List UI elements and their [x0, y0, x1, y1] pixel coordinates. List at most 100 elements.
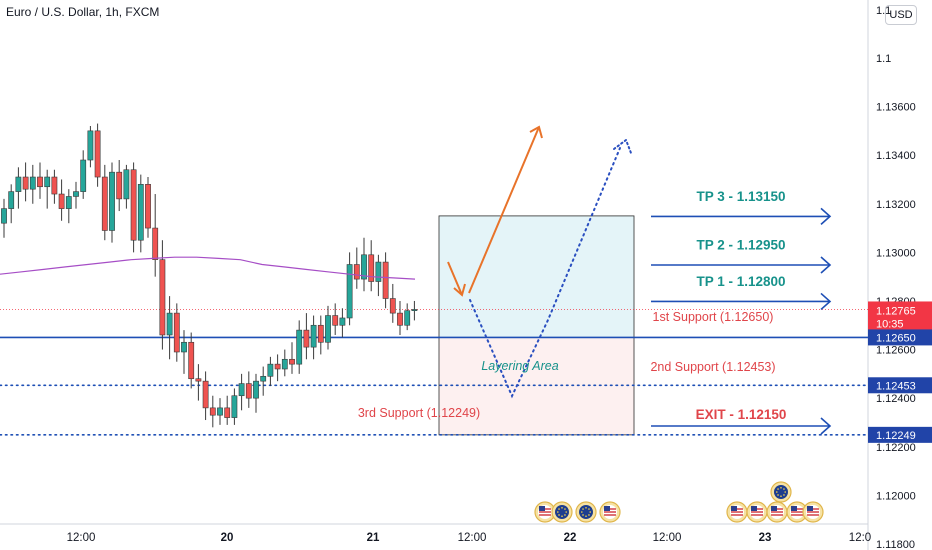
flag-star — [589, 511, 591, 513]
candle-body — [137, 184, 144, 241]
y-tick-label: 1.13600 — [876, 102, 916, 114]
candle — [346, 252, 353, 326]
flag-canton — [751, 506, 757, 511]
candle-body — [109, 171, 115, 231]
candle — [310, 315, 317, 360]
y-tick-label: 1.13400 — [876, 150, 916, 162]
y-tick-label: 1.12200 — [876, 442, 916, 454]
candle-body — [80, 159, 87, 192]
candle — [58, 179, 65, 221]
price-axis[interactable]: 1.118001.120001.122001.124001.126001.128… — [868, 5, 932, 550]
candle — [289, 342, 295, 374]
flag-star — [564, 514, 566, 516]
y-tick-label-top: 1.1 — [876, 5, 891, 17]
candle-body — [209, 407, 216, 416]
flag-canton — [539, 506, 545, 511]
us-flag-icon — [534, 501, 556, 523]
candle — [332, 303, 339, 335]
candle-body — [58, 193, 65, 209]
candle-body — [87, 130, 94, 161]
candle-body — [1, 208, 7, 224]
flag-star — [557, 511, 559, 513]
candle-body — [289, 358, 295, 365]
candle — [260, 366, 267, 396]
support-label-2: 2nd Support (1.12453) — [650, 360, 775, 374]
candle — [123, 164, 130, 209]
candle — [159, 240, 166, 350]
candle — [361, 237, 367, 292]
trade-annotations — [447, 125, 632, 399]
candle-body — [224, 407, 231, 418]
flag-star — [564, 508, 566, 510]
candle — [1, 198, 7, 238]
candle — [80, 150, 87, 199]
projected-path — [469, 147, 621, 399]
target-arrow-head — [820, 292, 832, 311]
candle — [65, 189, 72, 224]
y-tick-label: 1.12000 — [876, 490, 916, 502]
candle-body — [101, 176, 108, 231]
candle — [382, 252, 389, 309]
candle-body — [267, 363, 274, 377]
candle-body — [130, 169, 137, 241]
currency-button[interactable]: USD — [885, 5, 917, 25]
candle-body — [145, 184, 151, 229]
candle — [152, 194, 159, 277]
candle-body — [245, 383, 252, 399]
exit-label: EXIT - 1.12150 — [696, 407, 787, 422]
x-tick-label: 20 — [221, 532, 234, 544]
orange-up-arrowhead — [529, 125, 543, 139]
time-axis[interactable]: 12:00 20 21 12:00 22 12:00 23 12:0 — [67, 532, 872, 544]
candle — [209, 395, 216, 428]
candle — [404, 303, 411, 331]
moving-average-line — [0, 256, 416, 280]
candle-body — [22, 176, 29, 190]
x-tick-label: 12:00 — [458, 532, 487, 544]
candle — [166, 296, 173, 360]
candle-body — [8, 191, 15, 209]
candle — [22, 162, 29, 202]
candle — [411, 300, 418, 321]
candle — [173, 303, 180, 362]
level-badge — [868, 329, 932, 346]
candle-body — [303, 329, 310, 348]
candle — [397, 300, 403, 335]
level-badge — [868, 377, 932, 394]
flag-canton — [771, 506, 777, 511]
candle-body — [188, 341, 195, 380]
support-label-1: 1st Support (1.12650) — [653, 310, 774, 324]
support-label-3: 3rd Support (1.12249) — [358, 406, 480, 420]
eu-flag-icon — [551, 501, 573, 523]
candle — [181, 330, 187, 374]
candle — [339, 308, 346, 338]
target-arrow-head — [820, 207, 832, 226]
flag-star — [784, 491, 786, 493]
y-tick-label: 1.12400 — [876, 393, 916, 405]
y-tick-label: 1.1 — [876, 53, 891, 65]
chart-title: Euro / U.S. Dollar, 1h, FXCM — [6, 5, 160, 19]
candle — [94, 123, 101, 187]
candle-body — [325, 315, 331, 343]
candle-body — [353, 264, 360, 280]
candle-body — [253, 380, 259, 399]
flag-star — [588, 508, 590, 510]
us-flag-icon — [726, 501, 748, 523]
zone-label: Layering Area — [481, 359, 558, 373]
candle — [37, 162, 43, 199]
candle-body — [397, 312, 403, 326]
candle — [375, 254, 382, 297]
candle — [245, 371, 252, 408]
trade-zones — [438, 215, 635, 436]
candle-body — [238, 383, 245, 397]
flag-star — [585, 507, 587, 509]
candle — [296, 320, 303, 374]
flag-star — [561, 507, 563, 509]
candle-body — [411, 309, 418, 311]
support-levels — [0, 309, 869, 436]
candle — [109, 162, 115, 243]
level-badge-label: 1.12453 — [876, 380, 916, 392]
candle-body — [317, 324, 324, 343]
candle — [130, 162, 137, 253]
candle-body — [123, 169, 130, 200]
candle — [317, 315, 324, 355]
